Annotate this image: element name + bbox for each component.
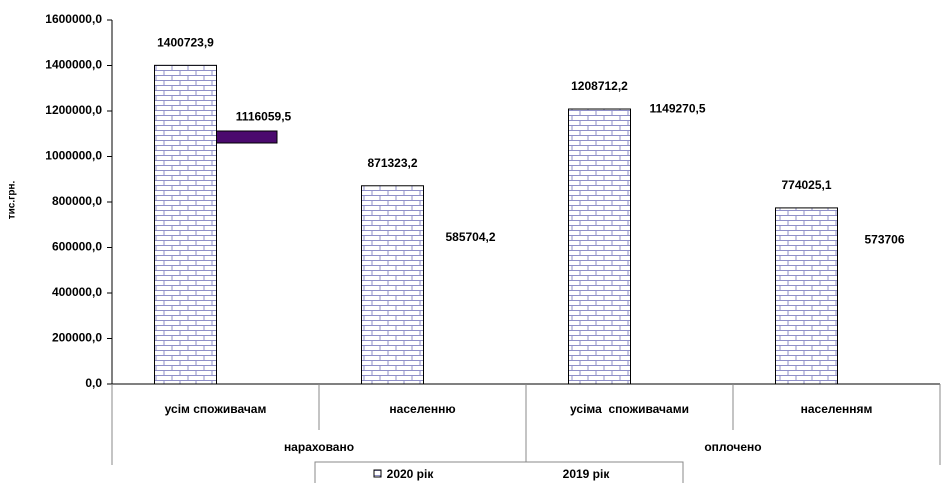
group-label: оплочено: [704, 440, 761, 454]
y-tick-label: 1000000,0: [45, 149, 102, 163]
data-label: 1208712,2: [571, 79, 628, 93]
y-tick-label: 800000,0: [52, 194, 102, 208]
bar: [631, 123, 693, 384]
x-tick-label: населенням: [801, 402, 873, 416]
y-tick-label: 400000,0: [52, 285, 102, 299]
bar: [361, 185, 424, 385]
y-tick-label: 200000,0: [52, 331, 102, 345]
y-tick-label: 600000,0: [52, 240, 102, 254]
y-tick-label: 0,0: [85, 376, 102, 390]
y-tick-label: 1600000,0: [45, 12, 102, 26]
x-tick-label: населенню: [389, 402, 455, 416]
legend-label: 2020 рік: [387, 467, 435, 481]
y-tick-label: 1400000,0: [45, 58, 102, 72]
bar: [775, 207, 838, 385]
data-label: 871323,2: [367, 156, 417, 170]
legend-box: [314, 461, 684, 483]
data-label: 774025,1: [781, 178, 831, 192]
data-label: 585704,2: [445, 230, 495, 244]
group-label: нараховано: [284, 440, 354, 454]
legend-label: 2019 рік: [563, 467, 611, 481]
bar: [424, 251, 486, 384]
bar: [838, 253, 900, 384]
data-label: 1149270,5: [649, 102, 705, 116]
bar: [217, 130, 279, 384]
y-tick-label: 1200000,0: [45, 103, 102, 117]
bar: [568, 108, 631, 385]
legend-artifact: [215, 130, 278, 144]
data-label: 1400723,9: [157, 36, 214, 50]
y-axis-label: тис.грн.: [7, 181, 18, 220]
bar: [154, 64, 217, 385]
x-tick-label: усім споживачам: [165, 402, 267, 416]
x-tick-label: усіма споживачами: [570, 402, 689, 416]
data-label: 1116059,5: [236, 109, 292, 123]
legend-swatch: [373, 469, 382, 478]
data-label: 573706: [864, 233, 904, 247]
